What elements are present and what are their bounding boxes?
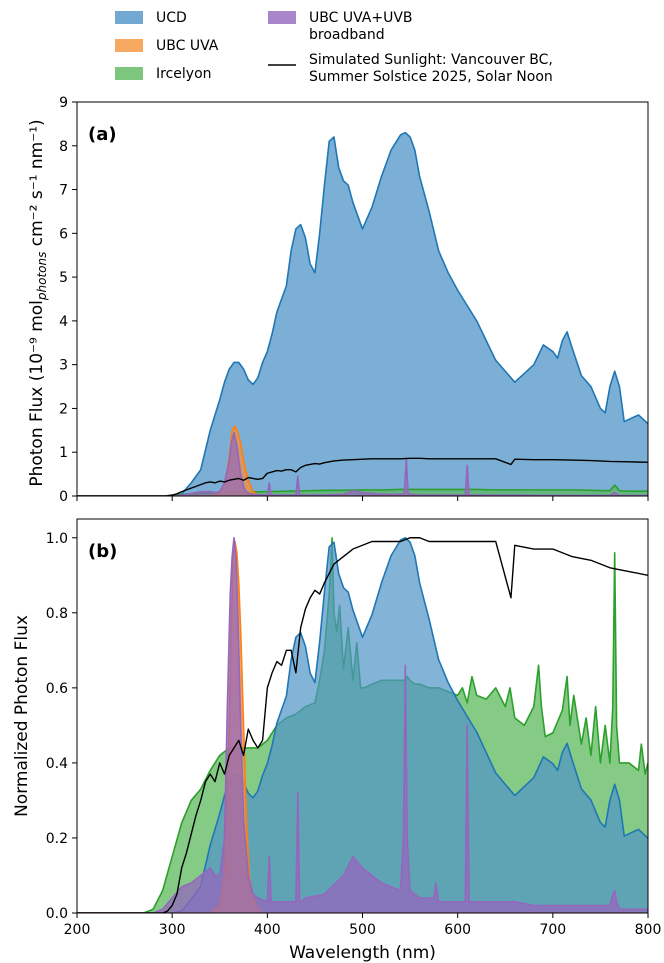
legend-label: Ircelyon xyxy=(156,66,212,82)
x-tick-label: 600 xyxy=(444,922,471,938)
y-tick-label: 7 xyxy=(59,183,68,199)
y-tick-label: 6 xyxy=(59,226,68,242)
y-axis-label: Normalized Photon Flux xyxy=(12,615,32,817)
y-tick-label: 2 xyxy=(59,401,68,417)
x-tick-label: 300 xyxy=(159,922,186,938)
x-tick-label: 200 xyxy=(64,922,91,938)
y-tick-label: 5 xyxy=(59,270,68,286)
panel-b: 200 300 400 500 600 700 800 0.0 0.2 0.4 0.6 0.8 1.0 (… xyxy=(12,518,662,963)
legend-swatch xyxy=(115,39,143,52)
legend-label: Simulated Sunlight: Vancouver BC, xyxy=(309,52,553,68)
plot-area xyxy=(77,131,648,496)
legend-swatch xyxy=(268,11,296,24)
legend-label: UBC UVA+UVB xyxy=(309,10,413,26)
series-area-ucd xyxy=(77,537,648,913)
series-edge-ucd xyxy=(77,131,648,496)
y-tick-label: 3 xyxy=(59,358,68,374)
series-area-ucd xyxy=(77,132,648,496)
y-tick-label: 1 xyxy=(59,445,68,461)
legend-swatch xyxy=(115,11,143,24)
x-tick-label: 800 xyxy=(635,922,662,938)
plot-area xyxy=(77,536,648,913)
legend-label: Summer Solstice 2025, Solar Noon xyxy=(309,69,553,85)
y-tick-label: 1.0 xyxy=(46,531,68,547)
y-tick-label: 0.4 xyxy=(46,756,68,772)
panel-label: (b) xyxy=(88,541,117,562)
panel-label: (a) xyxy=(88,124,117,145)
y-axis-label-units: cm⁻² s⁻¹ nm⁻¹) xyxy=(27,119,47,251)
y-tick-label: 0.2 xyxy=(46,831,68,847)
panel-a: 0 1 2 3 4 5 6 7 8 9 (a) Photon Flux (10⁻⁹ molphoton… xyxy=(27,95,649,505)
legend-label: UBC UVA xyxy=(156,38,219,54)
y-tick-label: 0.6 xyxy=(46,681,68,697)
y-tick-label: 9 xyxy=(59,95,68,111)
y-tick-label: 0.8 xyxy=(46,606,68,622)
legend-label: UCD xyxy=(156,10,187,26)
series-line-simulated-sunlight-vancouver-bc-summer-solstice-2025-solar-noon xyxy=(77,537,648,913)
x-axis-label: Wavelength (nm) xyxy=(289,943,436,963)
y-axis-label: Photon Flux (10⁻⁹ molphotons cm⁻² s⁻¹ nm… xyxy=(27,119,49,486)
y-tick-label: 0 xyxy=(59,489,68,505)
series-edge-ubc-uva-uvb-broadband xyxy=(77,536,648,913)
legend-swatch xyxy=(115,67,143,80)
x-tick-label: 400 xyxy=(254,922,281,938)
legend-label: broadband xyxy=(309,27,385,43)
x-tick-label: 700 xyxy=(539,922,566,938)
series-line-simulated-sunlight-vancouver-bc-summer-solstice-2025-solar-noon xyxy=(77,457,648,496)
y-tick-label: 4 xyxy=(59,314,68,330)
y-tick-label: 0.0 xyxy=(46,906,68,922)
y-axis-label-subscript: photons xyxy=(35,252,49,301)
x-tick-label: 500 xyxy=(349,922,376,938)
y-tick-label: 8 xyxy=(59,139,68,155)
y-axis-label-main: Photon Flux (10⁻⁹ mol xyxy=(27,300,47,487)
series-edge-ubc-uva-uvb-broadband xyxy=(77,431,648,496)
